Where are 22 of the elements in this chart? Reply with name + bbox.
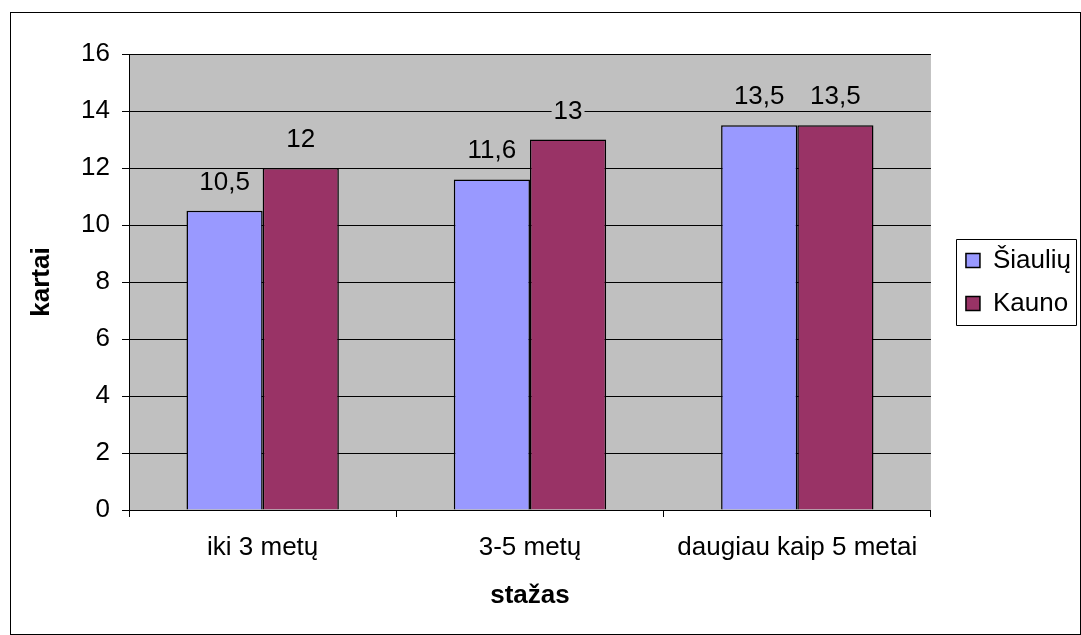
x-tick-label: 3-5 metų	[478, 530, 582, 561]
legend-label: Šiaulių	[992, 243, 1072, 274]
y-tick-label: 16	[81, 37, 110, 68]
data-label: 13,5	[733, 80, 785, 111]
y-axis-title: kartai	[24, 247, 55, 317]
y-tick-label: 6	[95, 322, 110, 353]
y-tick-label: 4	[95, 379, 110, 410]
x-tick-label: iki 3 metų	[207, 530, 319, 561]
y-tick-label: 8	[95, 265, 110, 296]
y-tick-label: 14	[81, 94, 110, 125]
y-tick-label: 10	[81, 208, 110, 239]
legend-label: Kauno	[992, 286, 1069, 317]
data-label: 13	[553, 94, 583, 125]
x-axis-title: stažas	[490, 578, 570, 609]
data-label: 10,5	[199, 165, 250, 196]
data-label: 13,5	[810, 80, 861, 111]
y-tick-label: 2	[95, 436, 110, 467]
x-tick-label: daugiau kaip 5 metai	[677, 530, 918, 561]
y-tick-label: 12	[81, 151, 110, 182]
data-label: 11,6	[467, 134, 517, 165]
y-tick-label: 0	[95, 493, 110, 524]
data-label: 12	[286, 123, 316, 153]
